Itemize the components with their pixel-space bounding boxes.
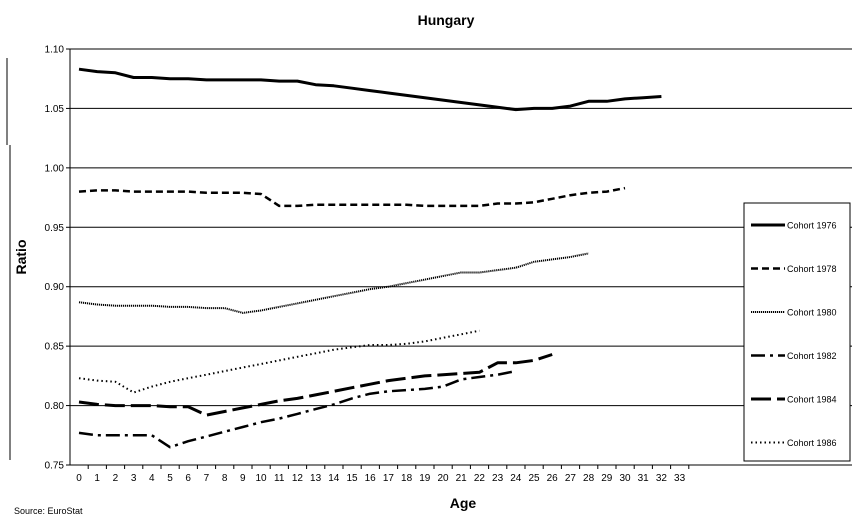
x-tick-label: 14 bbox=[328, 473, 340, 484]
series-line-cohort-1976 bbox=[78, 67, 662, 112]
x-tick-label: 20 bbox=[437, 473, 449, 484]
x-tick-label: 30 bbox=[619, 473, 631, 484]
x-tick-label: 11 bbox=[274, 473, 285, 484]
x-tick-label: 2 bbox=[113, 473, 119, 484]
x-tick-label: 32 bbox=[656, 473, 668, 484]
y-tick-label: 0.90 bbox=[45, 282, 65, 293]
legend-label: Cohort 1978 bbox=[787, 264, 837, 274]
gridlines bbox=[70, 48, 852, 466]
y-tick-label: 0.75 bbox=[45, 461, 65, 472]
x-tick-label: 8 bbox=[222, 473, 228, 484]
legend-box bbox=[743, 202, 851, 462]
y-tick-label: 1.05 bbox=[45, 104, 65, 115]
series-line-cohort-1978 bbox=[78, 186, 626, 208]
y-tick-label: 0.95 bbox=[45, 223, 65, 234]
x-tick-label: 25 bbox=[528, 473, 540, 484]
x-tick-label: 0 bbox=[76, 473, 82, 484]
x-tick-label: 21 bbox=[456, 473, 468, 484]
x-tick-label: 17 bbox=[383, 473, 395, 484]
legend-label: Cohort 1980 bbox=[787, 308, 837, 318]
x-tick-label: 6 bbox=[185, 473, 191, 484]
x-axis-title: Age bbox=[450, 495, 477, 511]
legend-label: Cohort 1982 bbox=[787, 351, 837, 361]
x-tick-label: 18 bbox=[401, 473, 413, 484]
series-lines bbox=[78, 67, 662, 449]
source-note: Source: EuroStat bbox=[14, 506, 83, 516]
x-tick-label: 1 bbox=[94, 473, 100, 484]
y-tick-label: 1.00 bbox=[45, 163, 65, 174]
series-line-cohort-1982 bbox=[78, 369, 517, 449]
x-tick-label: 7 bbox=[204, 473, 210, 484]
x-tick-label: 22 bbox=[474, 473, 486, 484]
y-tick-label: 0.85 bbox=[45, 342, 65, 353]
x-tick-label: 9 bbox=[240, 473, 246, 484]
x-tick-label: 26 bbox=[547, 473, 559, 484]
x-tick-label: 28 bbox=[583, 473, 595, 484]
legend-label: Cohort 1986 bbox=[787, 438, 837, 448]
x-tick-label: 12 bbox=[292, 473, 304, 484]
x-tick-label: 19 bbox=[419, 473, 431, 484]
y-tick-label: 0.80 bbox=[45, 401, 65, 412]
chart-title: Hungary bbox=[418, 12, 475, 28]
legend-label: Cohort 1976 bbox=[787, 221, 837, 231]
legend: Cohort 1976 Cohort 1978 Cohort 1980 Cohort … bbox=[743, 202, 851, 462]
x-tick-label: 33 bbox=[674, 473, 686, 484]
y-axis-ticks: 0.75 0.80 0.85 0.90 0.95 1.00 1.05 1.10 bbox=[45, 45, 70, 472]
x-tick-label: 13 bbox=[310, 473, 322, 484]
series-line-cohort-1984 bbox=[78, 353, 553, 417]
x-tick-label: 27 bbox=[565, 473, 577, 484]
x-tick-label: 5 bbox=[167, 473, 173, 484]
y-axis-title: Ratio bbox=[13, 240, 29, 275]
series-line-cohort-1986 bbox=[78, 329, 480, 394]
x-tick-label: 4 bbox=[149, 473, 155, 484]
x-tick-label: 29 bbox=[601, 473, 613, 484]
x-tick-label: 3 bbox=[131, 473, 137, 484]
x-axis-ticks: 0 1 2 3 4 5 6 7 8 9 10 11 12 13 14 15 16 17 18 19 20 21 22 23 24… bbox=[76, 465, 690, 484]
legend-label: Cohort 1984 bbox=[787, 395, 837, 405]
x-tick-label: 10 bbox=[255, 473, 267, 484]
series-line-cohort-1980 bbox=[78, 252, 589, 314]
x-tick-label: 31 bbox=[638, 473, 650, 484]
y-tick-label: 1.10 bbox=[45, 45, 65, 56]
x-tick-label: 15 bbox=[346, 473, 358, 484]
x-tick-label: 24 bbox=[510, 473, 522, 484]
x-tick-label: 16 bbox=[365, 473, 377, 484]
x-tick-label: 23 bbox=[492, 473, 504, 484]
